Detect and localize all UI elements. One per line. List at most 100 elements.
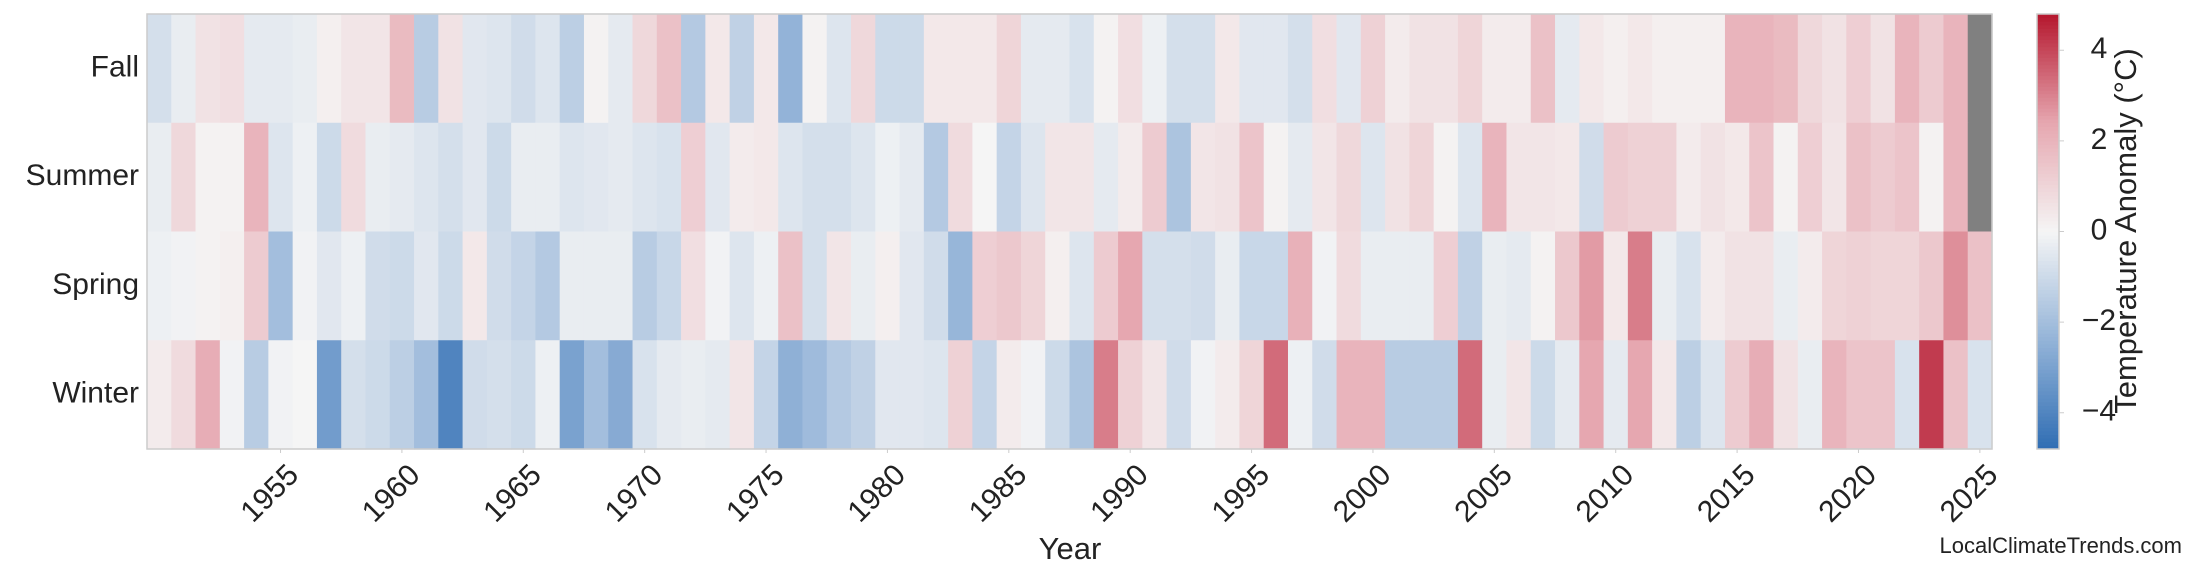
heatmap-cell	[1118, 122, 1143, 233]
heatmap-cell	[511, 340, 537, 450]
heatmap-cell	[1676, 231, 1702, 341]
heatmap-cell	[1652, 340, 1678, 450]
heatmap-cell	[753, 340, 779, 450]
heatmap-cell	[1482, 340, 1508, 450]
heatmap-cell	[1967, 231, 1993, 341]
heatmap-cell	[1457, 231, 1483, 341]
colorbar-segment	[2037, 111, 2059, 116]
colorbar-segment	[2037, 293, 2059, 298]
heatmap-cell	[1555, 231, 1580, 341]
heatmap-cell	[341, 231, 367, 341]
plot-frame	[146, 13, 1993, 450]
colorbar-segment	[2037, 405, 2059, 410]
heatmap-cell	[462, 122, 488, 233]
colorbar-segment	[2037, 17, 2059, 22]
colorbar-segment	[2037, 438, 2059, 443]
heatmap-cell	[1093, 231, 1119, 341]
colorbar-segment	[2037, 420, 2059, 425]
heatmap-cell	[316, 14, 342, 124]
heatmap-cell	[268, 231, 294, 341]
colorbar-segment	[2037, 311, 2059, 316]
heatmap-cell	[1190, 340, 1216, 450]
heatmap-cell	[341, 14, 367, 124]
colorbar-segment	[2037, 430, 2059, 435]
colorbar-segment	[2037, 148, 2059, 153]
heatmap-cell	[899, 14, 925, 124]
heatmap-cell	[1457, 14, 1483, 124]
colorbar-segment	[2037, 231, 2059, 236]
heatmap-cell	[1724, 231, 1750, 341]
heatmap-cell	[1652, 231, 1678, 341]
colorbar-segment	[2037, 358, 2059, 363]
heatmap-cell	[656, 122, 682, 233]
colorbar-segment	[2037, 362, 2059, 367]
heatmap-cell	[875, 122, 901, 233]
colorbar-segment	[2037, 195, 2059, 200]
heatmap-cell	[1579, 14, 1605, 124]
colorbar-segment	[2037, 278, 2059, 283]
heatmap-cell	[681, 122, 706, 233]
colorbar-segment	[2037, 93, 2059, 98]
heatmap-cell	[1069, 231, 1095, 341]
heatmap-cell	[583, 231, 609, 341]
heatmap-cell	[1846, 14, 1872, 124]
x-tick-label: 1955	[235, 458, 306, 529]
heatmap-cell	[1166, 340, 1192, 450]
x-tick-label: 1980	[841, 458, 912, 529]
heatmap-cell	[1724, 340, 1750, 450]
heatmap-cell	[462, 340, 488, 450]
heatmap-cell	[195, 122, 221, 233]
heatmap-cell	[1822, 340, 1847, 450]
heatmap-cell	[632, 14, 658, 124]
heatmap-cell	[729, 14, 755, 124]
colorbar-segment	[2037, 39, 2059, 44]
x-tick-label: 2020	[1812, 458, 1883, 529]
colorbar-segment	[2037, 441, 2059, 446]
heatmap-cell	[365, 340, 391, 450]
heatmap-cell	[826, 340, 852, 450]
heatmap-cell	[1312, 340, 1338, 450]
heatmap-cell	[1700, 340, 1726, 450]
colorbar-segment	[2037, 28, 2059, 33]
x-axis-label: Year	[1039, 531, 1102, 566]
colorbar-segment	[2037, 191, 2059, 196]
heatmap-cell	[875, 340, 901, 450]
colorbar-segment	[2037, 376, 2059, 381]
heatmap-cell	[1385, 340, 1410, 450]
heatmap-cell	[195, 340, 221, 450]
heatmap-cell	[1846, 122, 1872, 233]
colorbar-segment	[2037, 144, 2059, 149]
heatmap-cell	[292, 14, 318, 124]
heatmap-cell	[1385, 122, 1410, 233]
heatmap-cell	[1943, 122, 1969, 233]
x-tick-label: 1990	[1084, 458, 1155, 529]
heatmap-cell	[1166, 122, 1192, 233]
heatmap-cell	[365, 14, 391, 124]
heatmap-cell	[147, 122, 172, 233]
colorbar-segment	[2037, 206, 2059, 211]
heatmap-cell	[219, 14, 245, 124]
heatmap-cell	[511, 14, 537, 124]
colorbar-segment	[2037, 235, 2059, 240]
heatmap-cell	[486, 340, 512, 450]
colorbar	[2037, 14, 2059, 450]
heatmap-cell	[1360, 14, 1386, 124]
colorbar-segment	[2037, 369, 2059, 374]
heatmap-cell	[486, 231, 512, 341]
heatmap-cell	[1457, 122, 1483, 233]
heatmap-cell	[923, 122, 949, 233]
row-label: Summer	[26, 159, 139, 192]
heatmap-cell	[1045, 14, 1071, 124]
colorbar-segment	[2037, 79, 2059, 84]
heatmap-cell	[705, 122, 731, 233]
colorbar-segment	[2037, 282, 2059, 287]
heatmap-cell	[559, 122, 585, 233]
heatmap-cell	[1239, 14, 1265, 124]
colorbar-segment	[2037, 264, 2059, 269]
heatmap-cell	[1457, 340, 1483, 450]
heatmap-cell	[802, 14, 828, 124]
colorbar-segment	[2037, 409, 2059, 414]
colorbar-segment	[2037, 104, 2059, 109]
colorbar-segment	[2037, 108, 2059, 113]
heatmap-cell	[1166, 14, 1192, 124]
